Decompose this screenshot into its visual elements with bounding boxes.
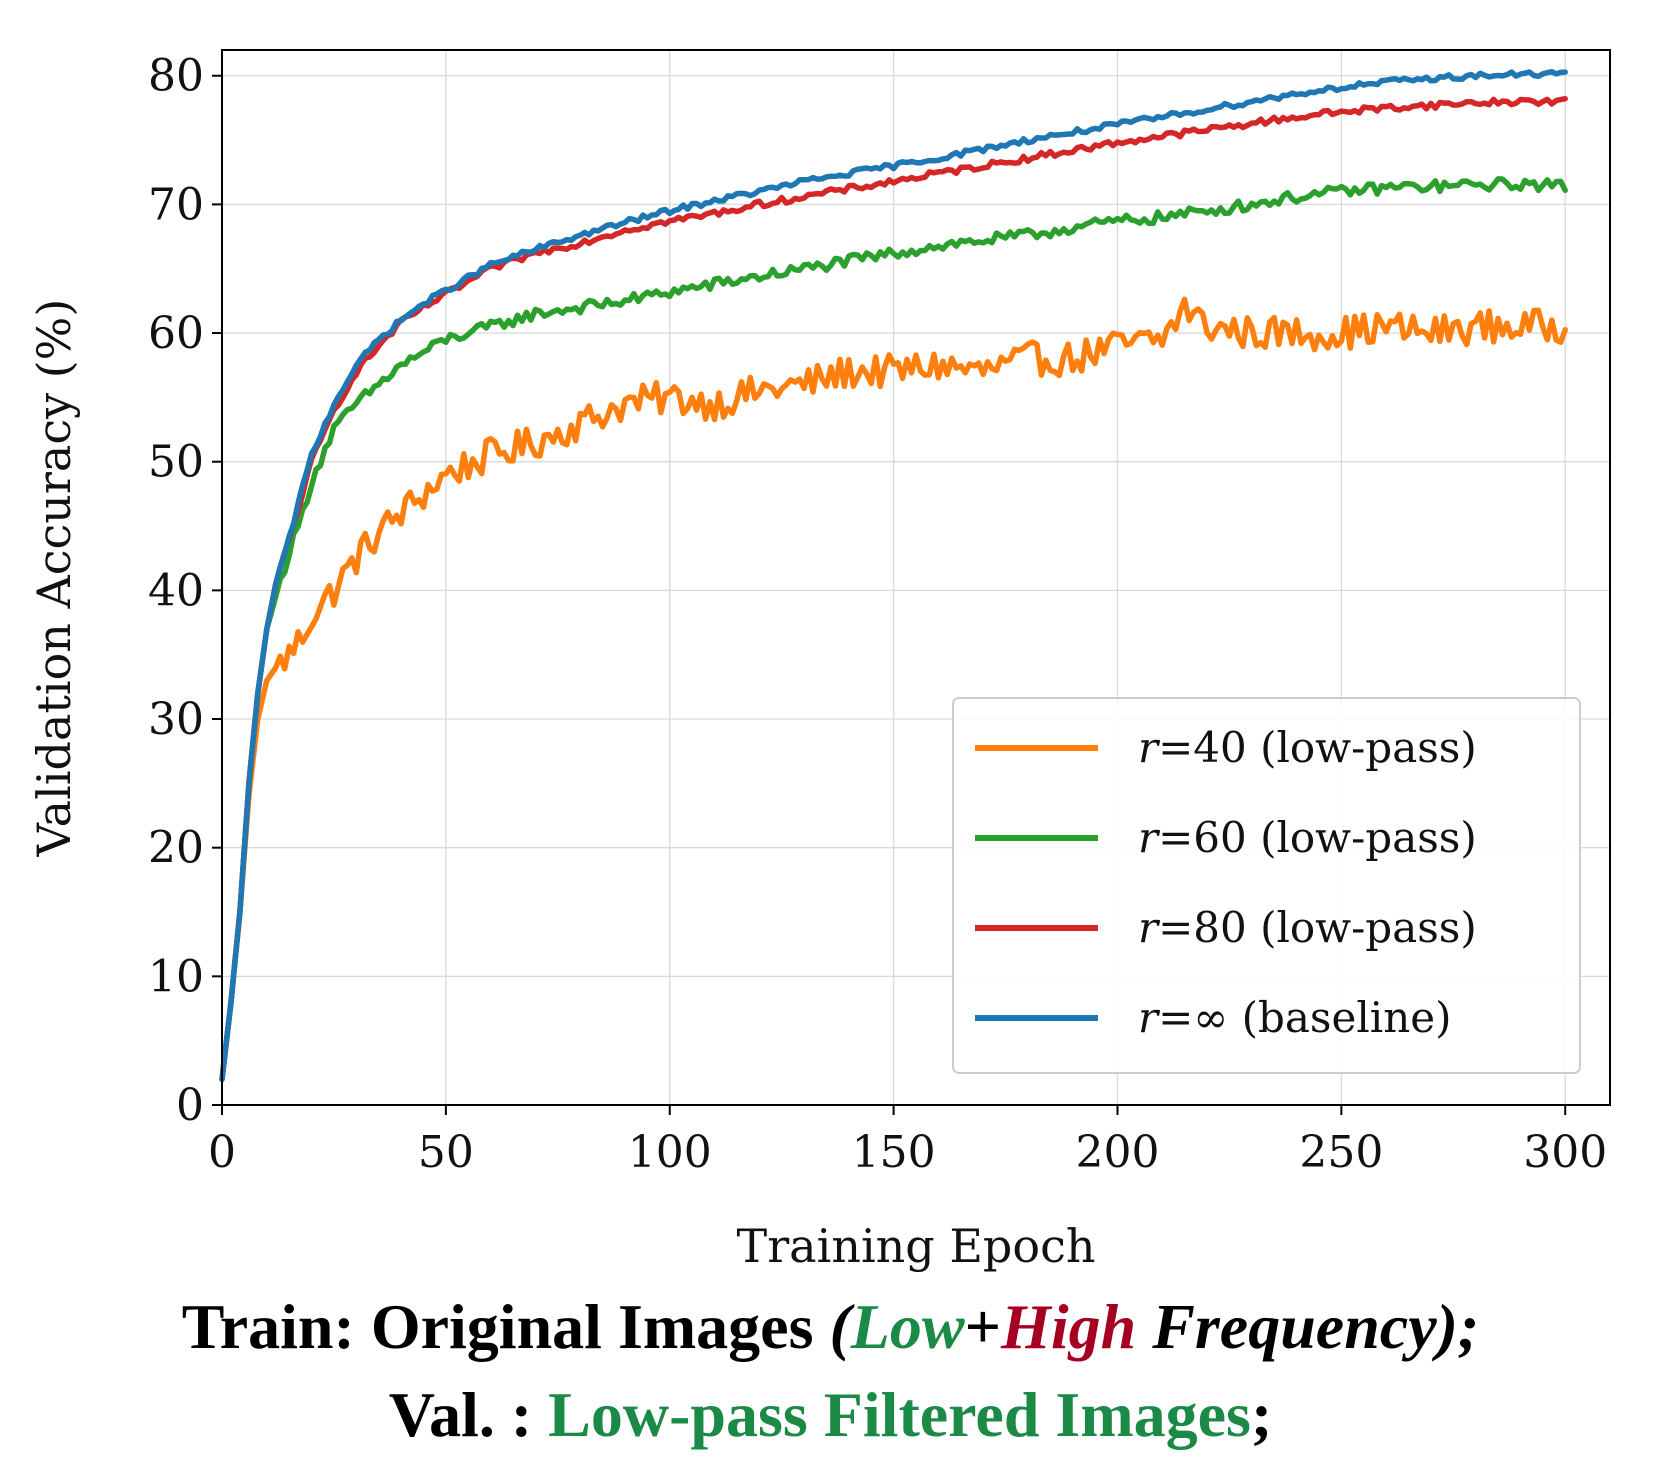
x-tick-label: 50 bbox=[418, 1127, 474, 1178]
caption-low-word: Low bbox=[850, 1291, 965, 1362]
caption-semicolon: ; bbox=[1250, 1379, 1273, 1450]
series-line-1 bbox=[219, 176, 1568, 1083]
y-axis-title: Validation Accuracy (%) bbox=[27, 299, 81, 858]
series-line-0 bbox=[219, 296, 1568, 1083]
y-tick-label: 20 bbox=[148, 823, 204, 874]
ticks-layer: 0 50 100 150 200 250 300 0 10 20 30 40 50 60 70 80 bbox=[148, 51, 1607, 1178]
x-tick-label: 150 bbox=[852, 1127, 936, 1178]
caption-open-paren: ( bbox=[829, 1291, 851, 1362]
legend-label: r=40 (low-pass) bbox=[1138, 723, 1477, 772]
y-tick-label: 50 bbox=[148, 437, 204, 488]
caption-lowpass-phrase: Low-pass Filtered Images bbox=[548, 1379, 1251, 1450]
caption-plus: + bbox=[964, 1291, 1002, 1362]
caption-frequency-suffix: Frequency); bbox=[1136, 1291, 1480, 1362]
grid-layer bbox=[221, 50, 1610, 1106]
legend-label: r=80 (low-pass) bbox=[1138, 903, 1477, 952]
y-tick-label: 0 bbox=[176, 1080, 204, 1131]
y-tick-label: 70 bbox=[148, 179, 204, 230]
y-tick-label: 60 bbox=[148, 308, 204, 359]
x-tick-label: 300 bbox=[1523, 1127, 1607, 1178]
y-tick-label: 80 bbox=[148, 51, 204, 102]
x-axis-title: Training Epoch bbox=[737, 1219, 1096, 1273]
x-tick-label: 0 bbox=[208, 1127, 236, 1178]
series-line-3 bbox=[219, 69, 1568, 1083]
caption-val-prefix: Val. : bbox=[388, 1379, 549, 1450]
caption-line-1: Train: Original Images (Low+High Frequen… bbox=[0, 1290, 1661, 1364]
caption-line-2: Val. : Low-pass Filtered Images; bbox=[0, 1378, 1661, 1452]
series-layer bbox=[219, 69, 1568, 1083]
legend: r=40 (low-pass) r=60 (low-pass) r=80 (low-… bbox=[952, 697, 1581, 1074]
x-tick-label: 250 bbox=[1299, 1127, 1383, 1178]
plot-frame bbox=[221, 49, 1611, 1106]
legend-label: r=60 (low-pass) bbox=[1138, 813, 1477, 862]
legend-label: r=∞ (baseline) bbox=[1138, 993, 1451, 1042]
y-tick-label: 40 bbox=[148, 565, 204, 616]
y-tick-label: 30 bbox=[148, 694, 204, 745]
chart: 0 50 100 150 200 250 300 0 10 20 30 40 50 60 70 80 Trai… bbox=[27, 49, 1611, 1273]
x-tick-label: 200 bbox=[1075, 1127, 1159, 1178]
x-tick-label: 100 bbox=[628, 1127, 712, 1178]
caption-high-word: High bbox=[1001, 1291, 1137, 1362]
caption-train-prefix: Train: Original Images bbox=[181, 1291, 830, 1362]
legend-box bbox=[952, 697, 1581, 1074]
y-tick-label: 10 bbox=[148, 951, 204, 1002]
